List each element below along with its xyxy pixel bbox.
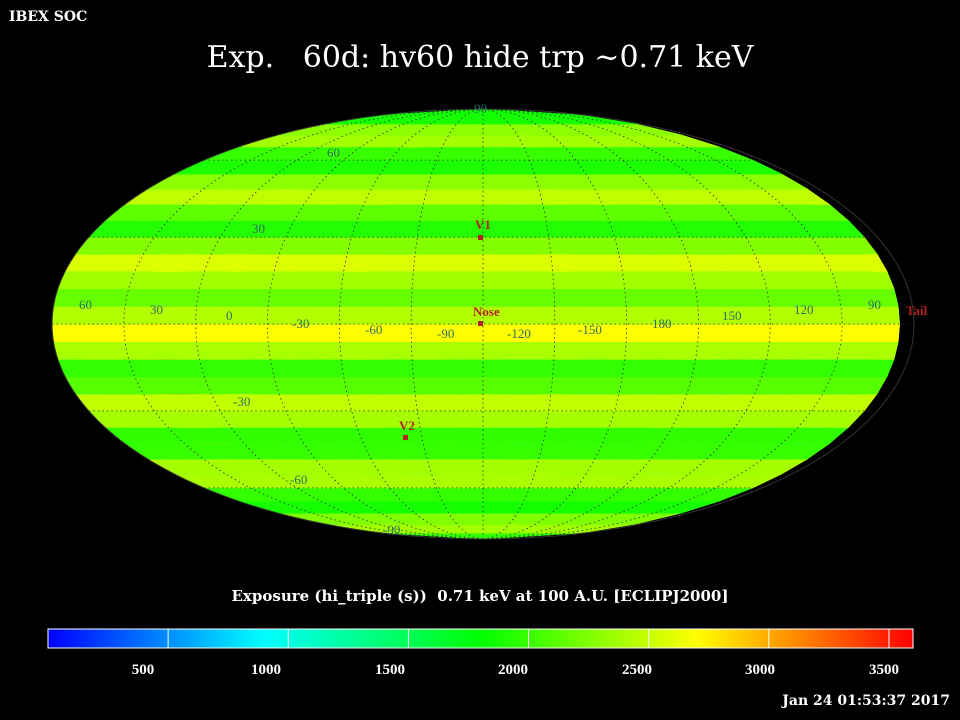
exposure-cell [53,341,899,360]
exposure-cell [123,443,831,460]
lon-label-minus150: -150 [578,322,602,337]
colorbar-label-3000: 3000 [745,662,775,678]
colorbar-labels: 500 1000 1500 2000 2500 3000 3500 [132,662,899,678]
lon-label-120: 120 [794,302,814,317]
colorbar-caption: Exposure (hi_triple (s)) 0.71 keV at 100… [231,587,729,605]
exposure-cell [173,159,782,175]
lat-label-minus60: -60 [290,472,307,487]
colorbar-label-1500: 1500 [375,662,405,678]
exposure-cell [278,123,681,136]
marker-label-v2: V2 [399,418,415,433]
exposure-cell [87,410,865,428]
exposure-cell [57,270,895,290]
lat-label-minus30: -30 [233,394,250,409]
colorbar-label-500: 500 [132,662,155,678]
exposure-cell [52,323,900,343]
lon-label-0: 0 [226,308,233,323]
lat-label-minus90: -90 [383,522,400,537]
exposure-cell [104,427,850,444]
soc-label: IBEX SOC [9,9,88,25]
marker-dot-nose [478,321,483,326]
colorbar-label-3500: 3500 [869,662,899,678]
exposure-cell [57,358,895,378]
colorbar-label-2500: 2500 [622,662,652,678]
lat-label-60: 60 [327,145,340,160]
marker-dot-v1 [478,235,483,240]
colorbar-label-1000: 1000 [251,662,281,678]
exposure-cell [64,376,888,395]
lon-label-180: 180 [652,316,672,331]
exposure-cell [238,134,720,148]
exposure-cell [203,146,753,161]
exposure-cell [146,173,809,190]
lon-label-150: 150 [722,308,742,323]
exposure-cell [64,253,888,272]
exposure-cell [146,458,809,475]
lon-label-minus90: -90 [437,326,454,341]
marker-label-tail: Tail [906,303,928,318]
exposure-cell [238,500,720,514]
lon-label-30: 30 [150,302,163,317]
marker-dot-v2 [403,435,408,440]
colorbar-gradient [48,629,913,648]
exposure-cell [123,188,831,205]
timestamp: Jan 24 01:53:37 2017 [782,693,950,709]
lon-label-minus60: -60 [365,322,382,337]
marker-label-v1: V1 [475,217,491,232]
lon-label-90: 90 [868,297,881,312]
exposure-cell [173,473,782,489]
lon-label-minus30: -30 [292,316,309,331]
marker-label-nose: Nose [473,304,500,319]
exposure-cell [278,512,681,525]
lon-label-60: 60 [79,297,92,312]
lat-label-30: 30 [252,221,265,236]
exposure-cell [203,487,753,502]
map-title: Exp. 60d: hv60 hide trp ~0.71 keV [206,40,754,75]
colorbar: 500 1000 1500 2000 2500 3000 3500 [47,628,914,678]
sky-map: 60 30 0 -30 -60 -90 -120 -150 180 150 12… [51,101,928,540]
exposure-cell [74,236,878,255]
exposure-cell [74,393,878,412]
colorbar-label-2000: 2000 [498,662,528,678]
lon-label-minus120: -120 [507,326,531,341]
lat-label-90: 90 [474,101,487,116]
